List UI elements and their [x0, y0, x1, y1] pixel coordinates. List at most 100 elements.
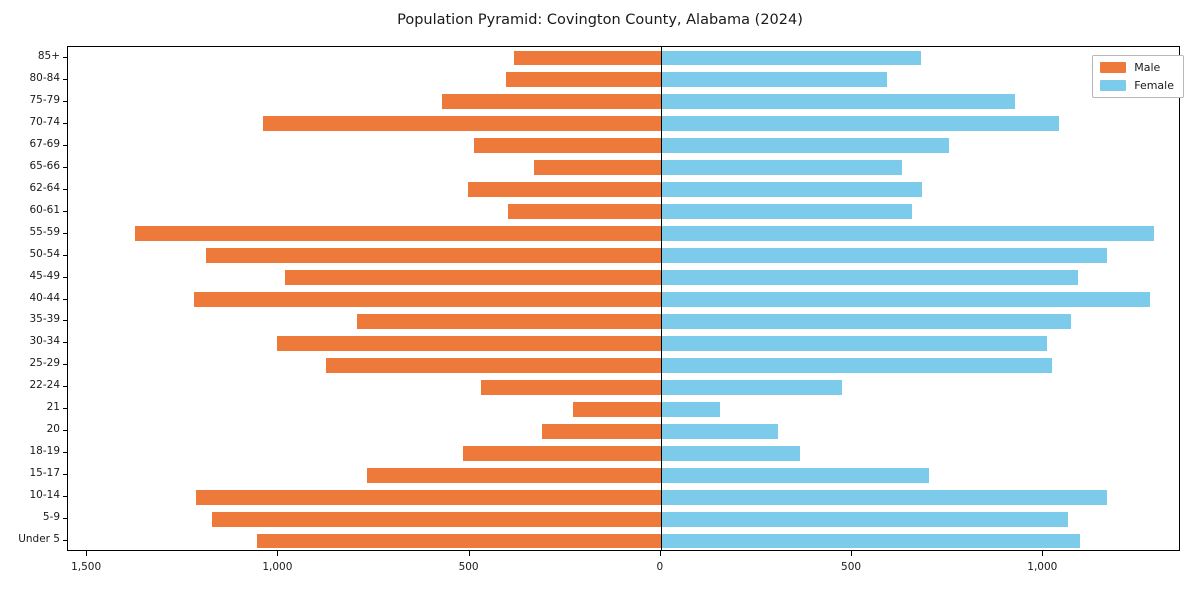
- y-axis-tick: [63, 452, 67, 454]
- bar-male[interactable]: [505, 72, 661, 88]
- y-axis-tick: [63, 78, 67, 80]
- bar-female[interactable]: [660, 116, 1060, 132]
- bar-row: [68, 357, 1179, 373]
- y-axis-tick-label: 45-49: [29, 269, 60, 282]
- bar-row: [68, 423, 1179, 439]
- bar-row: [68, 182, 1179, 198]
- y-axis-tick-label: 5-9: [42, 511, 60, 524]
- y-axis-tick: [63, 540, 67, 542]
- bar-female[interactable]: [660, 401, 721, 417]
- bar-male[interactable]: [467, 182, 661, 198]
- bar-row: [68, 489, 1179, 505]
- legend-item-male[interactable]: Male: [1100, 61, 1174, 74]
- bar-male[interactable]: [326, 357, 661, 373]
- bar-male[interactable]: [205, 248, 661, 264]
- bar-row: [68, 313, 1179, 329]
- bar-female[interactable]: [660, 270, 1079, 285]
- x-axis-tick: [86, 551, 88, 556]
- bar-row: [68, 467, 1179, 483]
- bar-male[interactable]: [463, 445, 661, 461]
- chart-title: Population Pyramid: Covington County, Al…: [397, 12, 803, 28]
- bar-female[interactable]: [660, 138, 950, 154]
- bar-male[interactable]: [263, 116, 661, 132]
- bar-female[interactable]: [660, 489, 1108, 505]
- bar-row: [68, 204, 1179, 220]
- bar-row: [68, 248, 1179, 264]
- bar-female[interactable]: [660, 313, 1072, 329]
- y-axis-tick: [63, 56, 67, 58]
- y-axis-tick: [63, 298, 67, 300]
- bar-male[interactable]: [257, 533, 661, 549]
- bar-female[interactable]: [660, 467, 929, 483]
- legend-label: Female: [1134, 79, 1174, 92]
- y-axis-tick: [63, 122, 67, 124]
- bar-female[interactable]: [660, 423, 778, 439]
- y-axis-tick-label: 10-14: [29, 489, 60, 502]
- x-axis-tick-label: 500: [841, 561, 862, 573]
- bar-female[interactable]: [660, 94, 1015, 110]
- bar-female[interactable]: [660, 445, 801, 461]
- y-axis-tick-label: 80-84: [29, 71, 60, 84]
- bar-male[interactable]: [533, 160, 661, 176]
- y-axis-tick-label: 21: [46, 401, 60, 414]
- y-axis-tick-label: 25-29: [29, 357, 60, 370]
- bar-male[interactable]: [441, 94, 661, 110]
- bar-male[interactable]: [541, 423, 661, 439]
- y-axis-tick-label: 15-17: [29, 467, 60, 480]
- bar-male[interactable]: [356, 313, 661, 329]
- bar-row: [68, 160, 1179, 176]
- y-axis-tick-label: Under 5: [18, 533, 60, 546]
- y-axis-tick-label: 55-59: [29, 225, 60, 238]
- x-axis-tick-label: 1,000: [1027, 561, 1058, 573]
- bar-female[interactable]: [660, 335, 1048, 351]
- y-axis-tick: [63, 276, 67, 278]
- y-axis-tick: [63, 210, 67, 212]
- x-axis-tick-label: 0: [656, 561, 664, 573]
- y-axis-tick: [63, 254, 67, 256]
- bar-male[interactable]: [212, 511, 661, 527]
- bar-female[interactable]: [660, 248, 1108, 264]
- bar-row: [68, 401, 1179, 417]
- bar-male[interactable]: [513, 50, 661, 66]
- y-axis-tick-label: 22-24: [29, 379, 60, 392]
- legend-item-female[interactable]: Female: [1100, 79, 1174, 92]
- bar-male[interactable]: [194, 292, 661, 307]
- bar-female[interactable]: [660, 160, 903, 176]
- legend-label: Male: [1134, 61, 1161, 74]
- bar-row: [68, 270, 1179, 285]
- bar-female[interactable]: [660, 292, 1151, 307]
- bar-female[interactable]: [660, 182, 923, 198]
- x-axis-tick: [851, 551, 853, 556]
- bar-female[interactable]: [660, 533, 1081, 549]
- bar-female[interactable]: [660, 357, 1053, 373]
- bar-male[interactable]: [473, 138, 661, 154]
- bar-row: [68, 445, 1179, 461]
- y-axis-tick-label: 30-34: [29, 335, 60, 348]
- bar-female[interactable]: [660, 379, 843, 395]
- y-axis-tick-label: 85+: [37, 49, 60, 62]
- x-axis-tick-label: 1,000: [262, 561, 293, 573]
- y-axis-tick-label: 20: [46, 423, 60, 436]
- bar-male[interactable]: [285, 270, 661, 285]
- zero-axis-line: [660, 47, 663, 550]
- bar-row: [68, 116, 1179, 132]
- bar-male[interactable]: [572, 401, 661, 417]
- bar-female[interactable]: [660, 204, 913, 220]
- bar-female[interactable]: [660, 72, 888, 88]
- bar-female[interactable]: [660, 511, 1069, 527]
- bar-row: [68, 533, 1179, 549]
- y-axis-tick-label: 60-61: [29, 203, 60, 216]
- bar-female[interactable]: [660, 226, 1155, 242]
- bar-male[interactable]: [277, 335, 661, 351]
- bar-row: [68, 226, 1179, 242]
- bar-male[interactable]: [196, 489, 661, 505]
- bar-male[interactable]: [367, 467, 661, 483]
- female-color-swatch: [1100, 80, 1127, 91]
- bar-male[interactable]: [480, 379, 661, 395]
- y-axis-tick: [63, 232, 67, 234]
- bar-male[interactable]: [134, 226, 661, 242]
- x-axis-tick: [468, 551, 470, 556]
- bar-row: [68, 292, 1179, 307]
- bar-female[interactable]: [660, 50, 921, 66]
- bar-male[interactable]: [507, 204, 661, 220]
